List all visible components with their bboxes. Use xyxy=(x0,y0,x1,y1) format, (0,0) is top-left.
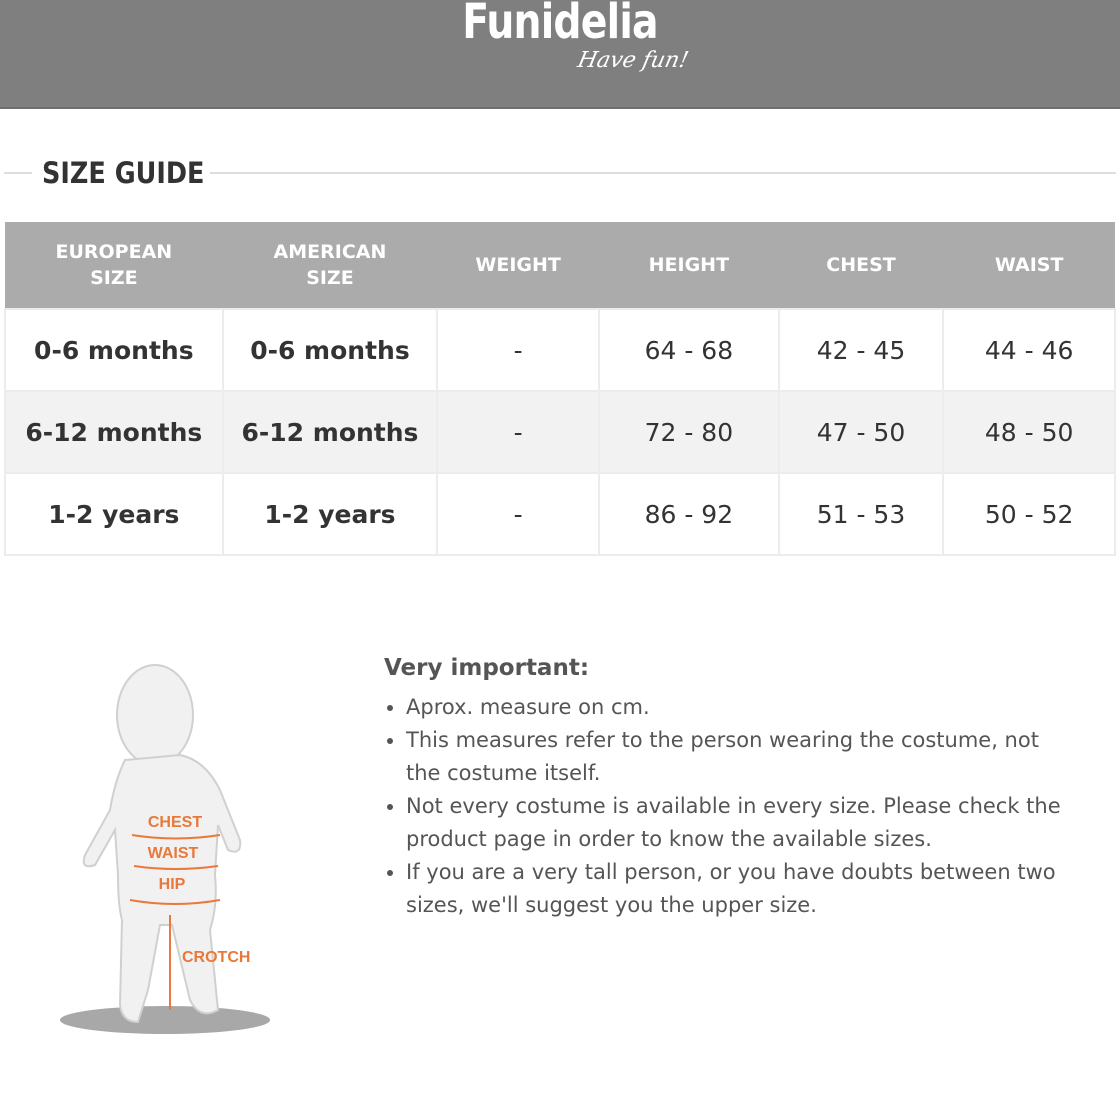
waist-label: WAIST xyxy=(148,845,199,862)
important-notes: Very important: Aprox. measure on cm. Th… xyxy=(384,655,1064,922)
table-header-row: EUROPEAN SIZE AMERICAN SIZE WEIGHT HEIGHT … xyxy=(5,222,1115,309)
cell-european-size: 0-6 months xyxy=(4,308,224,392)
cell-american-size: 0-6 months xyxy=(221,308,439,392)
page-title: SIZE GUIDE xyxy=(42,156,205,190)
column-header-american-size: AMERICAN SIZE xyxy=(222,222,438,309)
cell-waist: 44 - 46 xyxy=(942,308,1116,392)
cell-weight: - xyxy=(436,308,601,392)
crotch-label: CROTCH xyxy=(182,949,250,966)
cell-height: 72 - 80 xyxy=(598,390,780,474)
floor-shadow xyxy=(60,1006,270,1034)
baby-silhouette xyxy=(82,664,242,1024)
cell-chest: 42 - 45 xyxy=(777,308,945,392)
table-row: 6-12 months 6-12 months - 72 - 80 47 - 5… xyxy=(4,390,1116,474)
logo-tagline: Have fun! xyxy=(575,48,691,73)
header-banner: Funidelia Have fun! xyxy=(0,0,1120,109)
note-item: If you are a very tall person, or you ha… xyxy=(406,856,1064,922)
table-row: 0-6 months 0-6 months - 64 - 68 42 - 45 … xyxy=(4,308,1116,392)
note-item: This measures refer to the person wearin… xyxy=(406,724,1064,790)
cell-european-size: 1-2 years xyxy=(4,472,224,556)
baby-measurement-figure: CHEST WAIST HIP CROTCH xyxy=(60,664,270,1034)
chest-label: CHEST xyxy=(148,814,202,831)
column-header-height: HEIGHT xyxy=(599,222,779,309)
cell-height: 86 - 92 xyxy=(598,472,780,556)
cell-waist: 50 - 52 xyxy=(942,472,1116,556)
cell-height: 64 - 68 xyxy=(598,308,780,392)
cell-chest: 47 - 50 xyxy=(777,390,945,474)
table-row: 1-2 years 1-2 years - 86 - 92 51 - 53 50… xyxy=(4,472,1116,556)
hip-label: HIP xyxy=(159,876,186,893)
note-item: Aprox. measure on cm. xyxy=(406,691,1064,724)
cell-chest: 51 - 53 xyxy=(777,472,945,556)
column-header-weight: WEIGHT xyxy=(437,222,600,309)
note-item: Not every costume is available in every … xyxy=(406,790,1064,856)
measurement-lines xyxy=(129,834,221,1010)
column-header-chest: CHEST xyxy=(778,222,944,309)
cell-american-size: 1-2 years xyxy=(221,472,439,556)
funidelia-logo: Funidelia xyxy=(462,0,658,50)
section-title-row: SIZE GUIDE xyxy=(0,150,1120,194)
cell-weight: - xyxy=(436,472,601,556)
divider xyxy=(210,172,1116,174)
divider xyxy=(4,172,32,174)
cell-waist: 48 - 50 xyxy=(942,390,1116,474)
notes-list: Aprox. measure on cm. This measures refe… xyxy=(384,691,1064,922)
cell-american-size: 6-12 months xyxy=(221,390,439,474)
size-table: EUROPEAN SIZE AMERICAN SIZE WEIGHT HEIGHT … xyxy=(4,222,1116,556)
notes-title: Very important: xyxy=(384,655,590,681)
cell-european-size: 6-12 months xyxy=(4,390,224,474)
column-header-european-size: EUROPEAN SIZE xyxy=(5,222,223,309)
cell-weight: - xyxy=(436,390,601,474)
column-header-waist: WAIST xyxy=(943,222,1115,309)
